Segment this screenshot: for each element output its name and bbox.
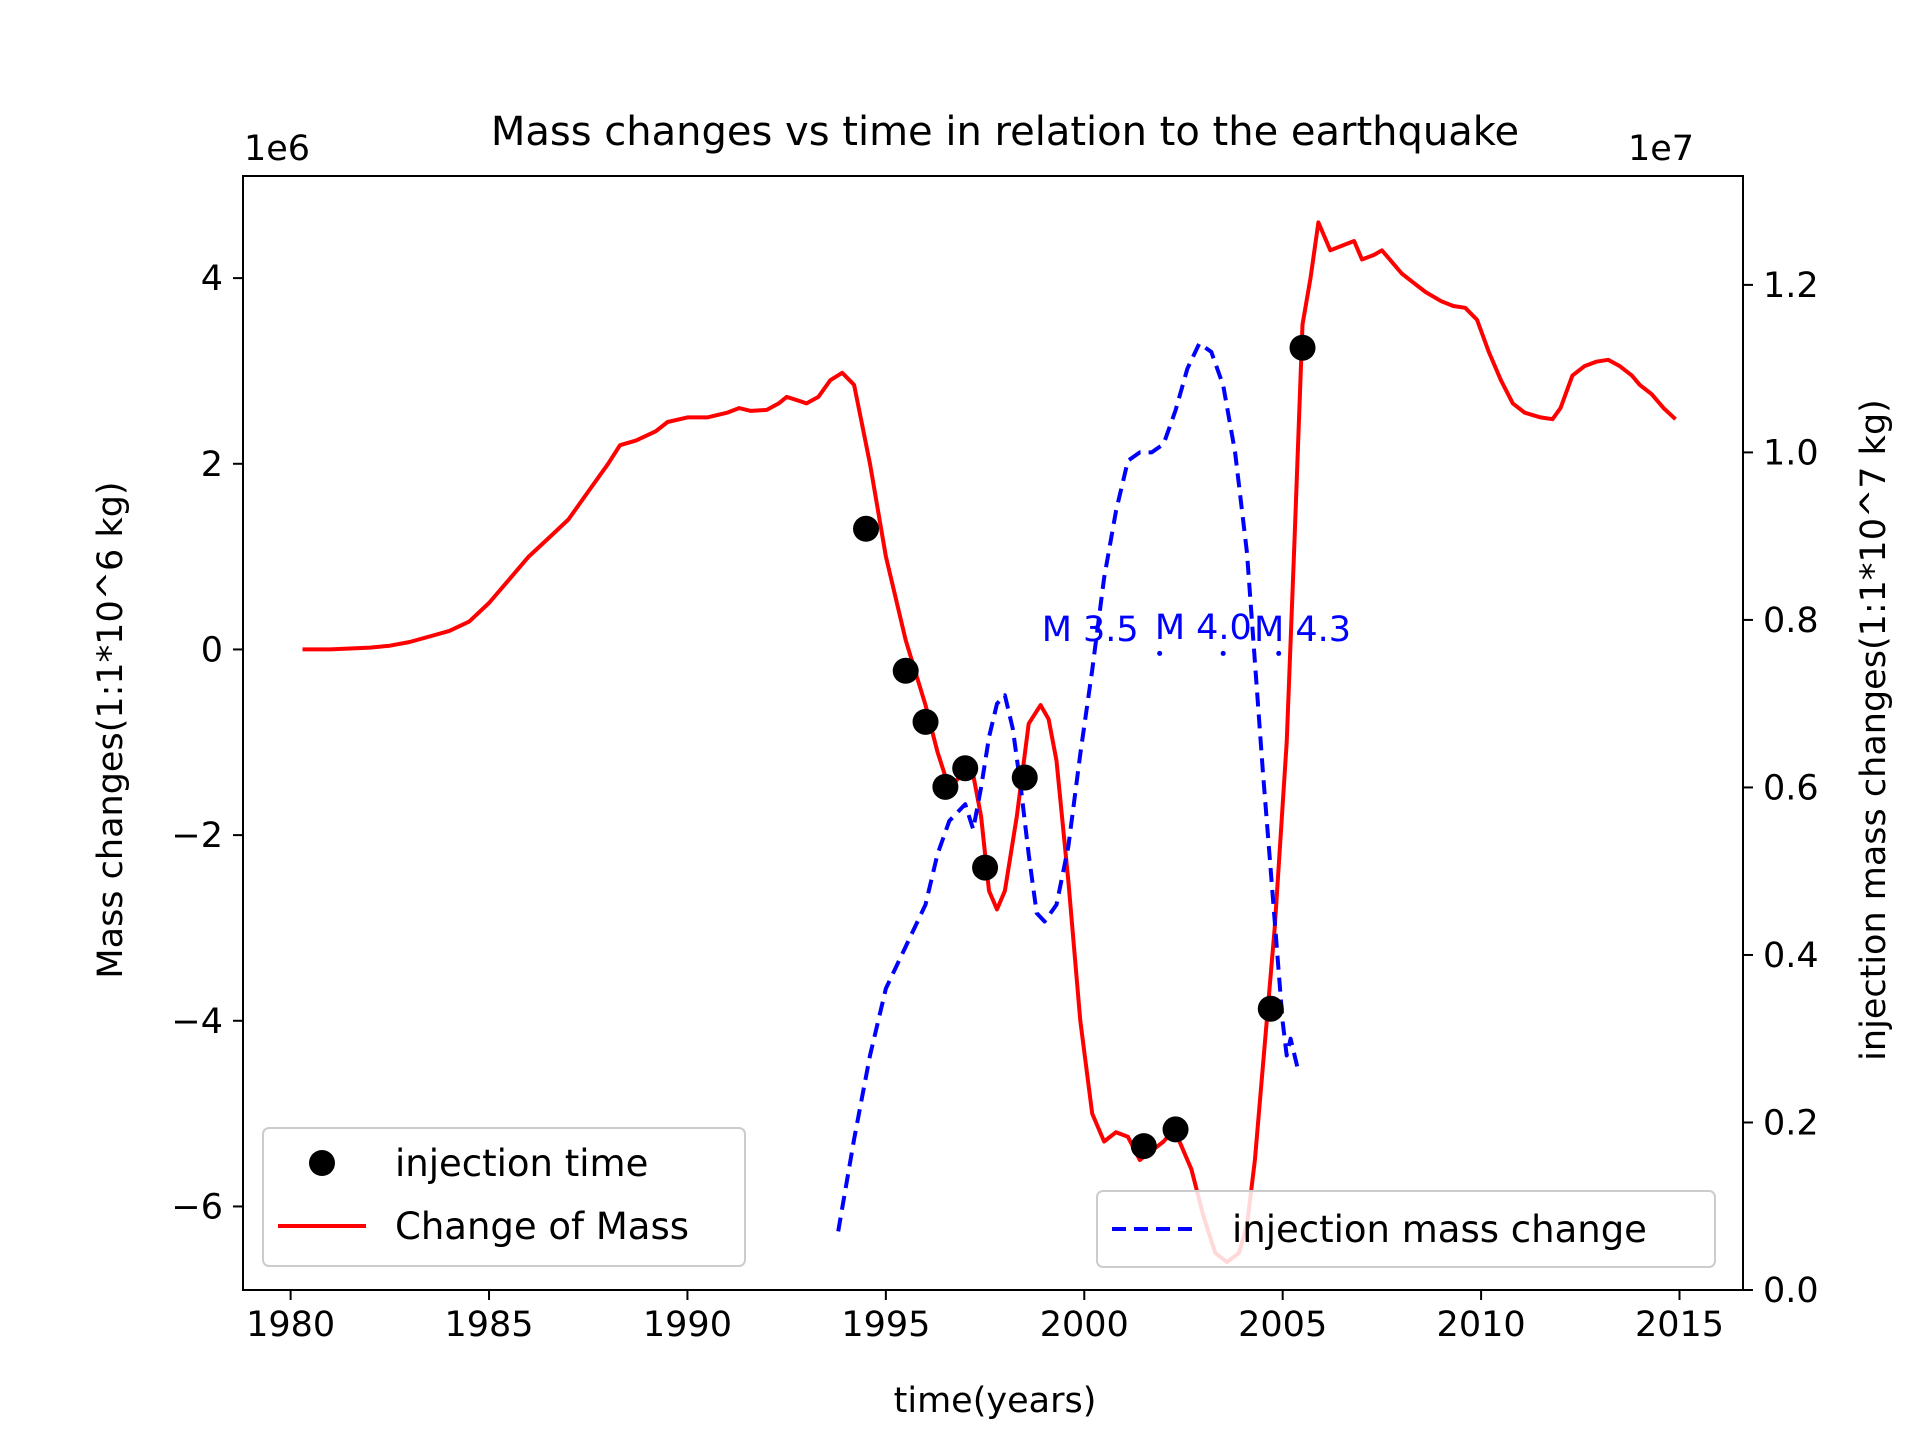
- legend-box: [262, 1127, 746, 1267]
- injection-time-point: [892, 657, 919, 684]
- injection-time-point: [1130, 1133, 1157, 1160]
- legend-box: [1096, 1190, 1716, 1268]
- x-tick-label: 2000: [1040, 1305, 1129, 1345]
- x-tick-label: 1990: [643, 1305, 732, 1345]
- y-right-tick-label: 0.4: [1763, 936, 1819, 976]
- plot-frame: [242, 175, 1744, 1291]
- injection-time-point: [1257, 995, 1284, 1022]
- x-tick-label: 2005: [1238, 1305, 1327, 1345]
- axes: 1980 1985 1990 1995 2000 2005 2010 2015 −6 −4 −2 0 2…: [171, 175, 1819, 1345]
- legend-right: injection mass change: [1096, 1190, 1716, 1268]
- injection-time-point: [972, 854, 999, 881]
- earthquake-marker: [1220, 650, 1226, 656]
- injection-time-point: [1011, 764, 1038, 791]
- injection-time-point: [1289, 334, 1316, 361]
- x-tick-label: 1980: [246, 1305, 335, 1345]
- y-left-tick-label: −6: [171, 1187, 223, 1227]
- legend-label: injection time: [395, 1142, 648, 1185]
- legend-left: injection time Change of Mass: [262, 1127, 746, 1267]
- y-left-tick-label: 0: [201, 630, 223, 670]
- y-left-tick-label: 4: [201, 259, 223, 299]
- injection-time-point: [1162, 1116, 1189, 1143]
- x-tick-label: 2010: [1437, 1305, 1526, 1345]
- injection-time-point: [952, 755, 979, 782]
- chart-title: Mass changes vs time in relation to the …: [491, 109, 1519, 155]
- x-axis-label: time(years): [894, 1381, 1097, 1421]
- y-axis-right-offset: 1e7: [1628, 129, 1694, 169]
- y-right-tick-label: 0.8: [1763, 601, 1819, 641]
- x-tick-label: 2015: [1635, 1305, 1724, 1345]
- earthquake-marker: [1276, 650, 1282, 656]
- y-left-tick-label: 2: [201, 445, 223, 485]
- injection-mass-change-line: [836, 341, 1301, 1232]
- earthquake-annotation: M 4.3: [1254, 610, 1351, 650]
- y-right-tick-label: 1.0: [1763, 433, 1819, 473]
- x-tick-label: 1985: [444, 1305, 533, 1345]
- earthquake-marker: [1157, 650, 1163, 656]
- y-left-tick-label: −4: [171, 1002, 223, 1042]
- earthquake-annotation: M 4.0: [1155, 608, 1252, 648]
- y-right-tick-label: 0.6: [1763, 768, 1819, 808]
- y-right-tick-label: 1.2: [1763, 266, 1819, 306]
- legend-marker-injection-time: [309, 1150, 335, 1176]
- injection-time-point: [853, 515, 880, 542]
- y-right-tick-label: 0.0: [1763, 1271, 1819, 1311]
- x-tick-label: 1995: [841, 1305, 930, 1345]
- injection-time-point: [932, 773, 959, 800]
- earthquake-annotation: M 3.5: [1042, 610, 1139, 650]
- y-left-tick-label: −2: [171, 816, 223, 856]
- y-axis-right-label: injection mass changes(1:1*10^7 kg): [1854, 399, 1894, 1061]
- y-right-tick-label: 0.2: [1763, 1103, 1819, 1143]
- change-of-mass-line: [302, 220, 1677, 1265]
- legend-label: Change of Mass: [395, 1205, 689, 1248]
- plot-area: [302, 220, 1677, 1265]
- y-axis-left-label: Mass changes(1:1*10^6 kg): [91, 481, 131, 978]
- injection-time-point: [912, 708, 939, 735]
- legend-label: injection mass change: [1232, 1208, 1647, 1251]
- y-axis-left-offset: 1e6: [244, 129, 310, 169]
